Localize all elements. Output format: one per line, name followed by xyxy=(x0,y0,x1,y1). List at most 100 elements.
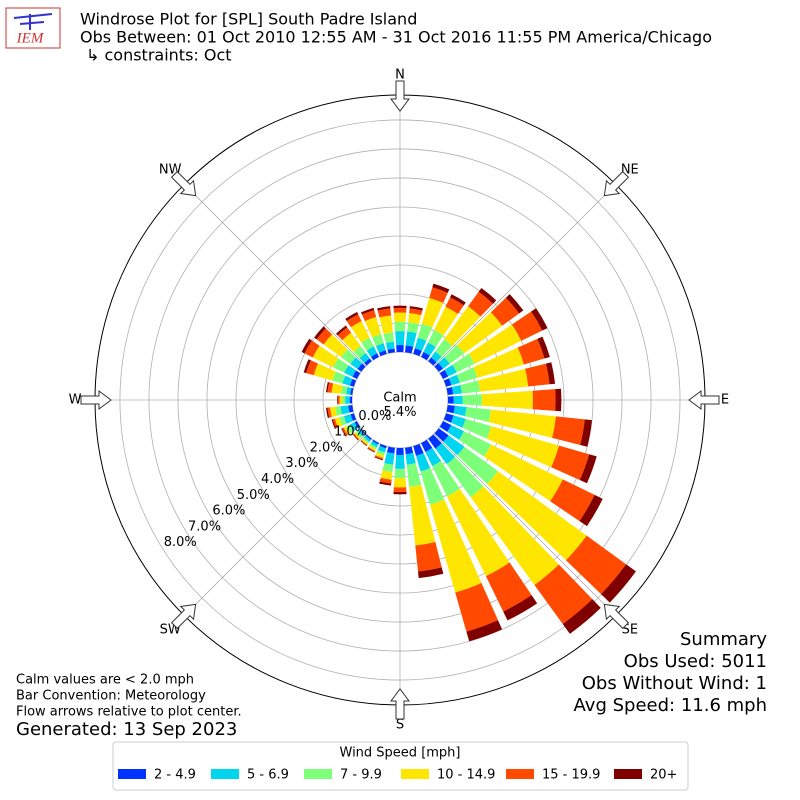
bar-segment xyxy=(409,306,423,311)
legend-title: Wind Speed [mph] xyxy=(340,746,461,761)
bar-segment xyxy=(466,620,503,642)
bar-segment xyxy=(367,447,376,453)
bar-segment xyxy=(380,470,393,480)
bar-segment xyxy=(354,432,361,440)
bar-segment xyxy=(545,362,556,385)
bar-segment xyxy=(579,454,597,484)
flow-arrow xyxy=(688,390,720,410)
bar-segment xyxy=(555,388,562,412)
legend-label: 2 - 4.9 xyxy=(154,768,196,783)
bar-segment xyxy=(457,312,503,354)
bar-segment xyxy=(370,440,379,448)
bar-segment xyxy=(378,350,387,357)
bar-segment xyxy=(379,315,393,335)
bar-segment xyxy=(409,484,436,546)
bar-segment xyxy=(462,418,492,439)
flow-arrow-shape xyxy=(688,390,720,410)
flow-arrow xyxy=(170,170,197,197)
radial-line xyxy=(433,433,616,616)
bar-segment xyxy=(434,306,458,336)
bar-segment xyxy=(447,424,464,440)
bar-segment xyxy=(434,363,444,372)
compass-label: W xyxy=(69,393,82,408)
bar-segment xyxy=(314,326,326,340)
bar-segment xyxy=(379,481,392,486)
bar-segment xyxy=(439,421,452,432)
bar-segment xyxy=(405,345,414,354)
r-tick-label: 3.0% xyxy=(285,456,318,471)
bar-segment xyxy=(444,306,481,346)
flow-arrow-shape xyxy=(390,688,410,720)
bar-segment xyxy=(443,413,454,423)
bar-segment xyxy=(342,332,361,352)
bar-segment xyxy=(355,430,363,438)
radial-line xyxy=(184,433,367,616)
flow-arrow xyxy=(603,603,630,630)
legend-swatch xyxy=(304,769,332,779)
chart-title: Windrose Plot for [SPL] South Padre Isla… xyxy=(80,10,417,29)
bar-segment xyxy=(360,439,368,446)
bar-segment xyxy=(444,364,457,377)
bar-segment xyxy=(353,345,366,359)
r-tick-label: 6.0% xyxy=(212,504,245,519)
flow-arrow-shape xyxy=(390,80,410,112)
note: Calm values are < 2.0 mph xyxy=(16,673,194,688)
bar-segment xyxy=(363,435,371,443)
bar-segment xyxy=(464,406,492,423)
bar-segment xyxy=(473,347,524,378)
bar-segment xyxy=(364,317,382,338)
bar-segment xyxy=(337,395,339,405)
bar-segment xyxy=(345,312,359,322)
r-tick-label: 0.0% xyxy=(358,409,391,424)
legend: Wind Speed [mph] 2 - 4.9 5 - 6.9 7 - 9.9 10 … xyxy=(112,741,689,791)
bar-segment xyxy=(335,406,342,416)
flow-arrow-shape xyxy=(170,170,197,197)
flow-arrow xyxy=(390,688,410,720)
logo: IEM xyxy=(5,7,61,49)
bar-segment xyxy=(468,324,522,364)
bar-segment xyxy=(344,365,357,377)
bar-segment xyxy=(349,378,357,387)
bar-segment xyxy=(379,477,392,484)
bar-segment xyxy=(361,438,369,445)
calm-value: 5.4% xyxy=(383,405,416,420)
overlay: 0.0%1.0%2.0%3.0%4.0%5.0%6.0%7.0%8.0%NNEE… xyxy=(69,68,730,733)
bar-segment xyxy=(451,415,466,428)
bar-segment xyxy=(451,384,462,395)
legend-swatch xyxy=(401,769,429,779)
bar-segment xyxy=(407,322,419,334)
radial-line xyxy=(433,184,616,367)
bar-segment xyxy=(414,337,427,351)
bar-segment xyxy=(393,312,407,323)
flow-arrow-shape xyxy=(603,603,630,630)
bar-segment xyxy=(432,283,450,293)
bar-segment xyxy=(359,428,366,435)
bar-segment xyxy=(405,446,414,455)
logo-text: IEM xyxy=(16,30,45,46)
bar-segment xyxy=(484,444,563,502)
bar-segment xyxy=(429,287,448,303)
bar-segment xyxy=(430,499,482,593)
bar-segment xyxy=(374,456,383,461)
bar-segment xyxy=(394,321,406,332)
bar-segment xyxy=(349,396,353,404)
legend-label: 5 - 6.9 xyxy=(247,768,289,783)
bar-segment xyxy=(393,305,407,309)
bar-segment xyxy=(342,395,346,405)
bar-segment xyxy=(432,460,460,497)
flow-arrow-shape xyxy=(170,603,197,630)
bar-segment xyxy=(450,294,466,306)
bar-segment xyxy=(364,358,372,366)
bar-segment xyxy=(490,297,520,326)
bar-segment xyxy=(423,342,436,356)
bar-segment xyxy=(443,435,465,456)
bar-segment xyxy=(537,336,550,359)
bar-segment xyxy=(387,348,395,354)
bar-segment xyxy=(331,383,343,394)
bar-segment xyxy=(341,385,348,395)
legend-label: 7 - 9.9 xyxy=(340,768,382,783)
bar-segment xyxy=(346,314,362,328)
bar-segment xyxy=(478,287,497,304)
legend-label: 15 - 19.9 xyxy=(542,768,600,783)
bar-segment xyxy=(517,338,545,365)
